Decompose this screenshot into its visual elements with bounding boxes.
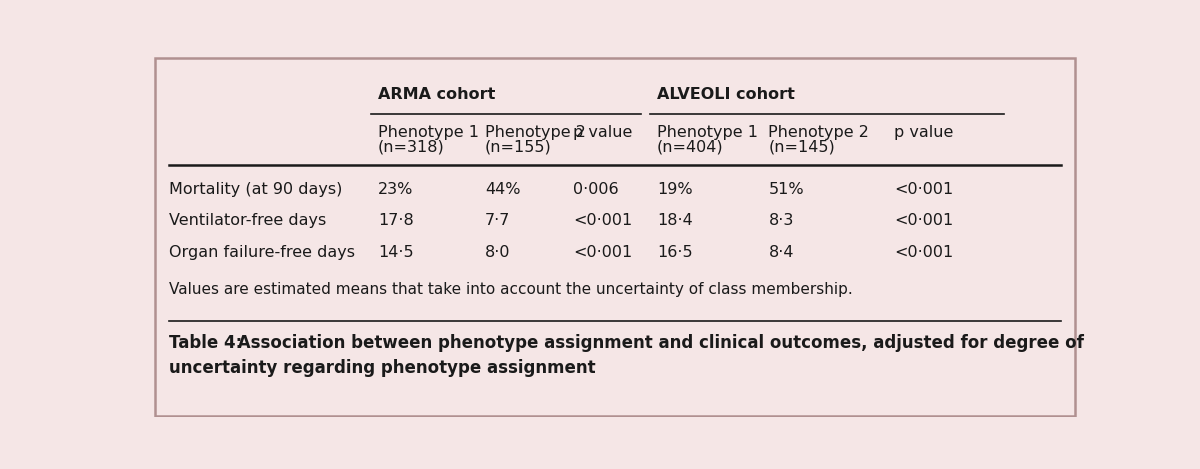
Text: (n=318): (n=318) xyxy=(378,139,445,154)
FancyBboxPatch shape xyxy=(155,58,1075,416)
Text: <0·001: <0·001 xyxy=(894,182,953,197)
Text: 14·5: 14·5 xyxy=(378,244,414,259)
Text: (n=155): (n=155) xyxy=(485,139,552,154)
Text: <0·001: <0·001 xyxy=(894,244,953,259)
Text: uncertainty regarding phenotype assignment: uncertainty regarding phenotype assignme… xyxy=(168,359,595,377)
Text: 17·8: 17·8 xyxy=(378,213,414,228)
Text: Mortality (at 90 days): Mortality (at 90 days) xyxy=(168,182,342,197)
Text: Organ failure-free days: Organ failure-free days xyxy=(168,244,355,259)
Text: 8·0: 8·0 xyxy=(485,244,510,259)
Text: 51%: 51% xyxy=(768,182,804,197)
Text: ARMA cohort: ARMA cohort xyxy=(378,87,496,102)
Text: Phenotype 2: Phenotype 2 xyxy=(485,125,586,140)
Text: p value: p value xyxy=(894,125,953,140)
Text: Ventilator-free days: Ventilator-free days xyxy=(168,213,326,228)
Text: Phenotype 1: Phenotype 1 xyxy=(378,125,479,140)
Text: Phenotype 2: Phenotype 2 xyxy=(768,125,869,140)
Text: <0·001: <0·001 xyxy=(574,244,632,259)
Text: 23%: 23% xyxy=(378,182,413,197)
Text: 8·3: 8·3 xyxy=(768,213,794,228)
Text: Phenotype 1: Phenotype 1 xyxy=(656,125,758,140)
Text: 8·4: 8·4 xyxy=(768,244,794,259)
Text: 16·5: 16·5 xyxy=(656,244,692,259)
Text: <0·001: <0·001 xyxy=(574,213,632,228)
Text: ALVEOLI cohort: ALVEOLI cohort xyxy=(656,87,794,102)
Text: 7·7: 7·7 xyxy=(485,213,510,228)
Text: 18·4: 18·4 xyxy=(656,213,692,228)
Text: Values are estimated means that take into account the uncertainty of class membe: Values are estimated means that take int… xyxy=(168,282,852,297)
Text: (n=404): (n=404) xyxy=(656,139,724,154)
Text: p value: p value xyxy=(574,125,632,140)
Text: (n=145): (n=145) xyxy=(768,139,835,154)
Text: Association between phenotype assignment and clinical outcomes, adjusted for deg: Association between phenotype assignment… xyxy=(232,334,1084,352)
Text: <0·001: <0·001 xyxy=(894,213,953,228)
Text: 19%: 19% xyxy=(656,182,692,197)
Text: Table 4:: Table 4: xyxy=(168,334,242,352)
Text: 0·006: 0·006 xyxy=(574,182,619,197)
Text: 44%: 44% xyxy=(485,182,521,197)
